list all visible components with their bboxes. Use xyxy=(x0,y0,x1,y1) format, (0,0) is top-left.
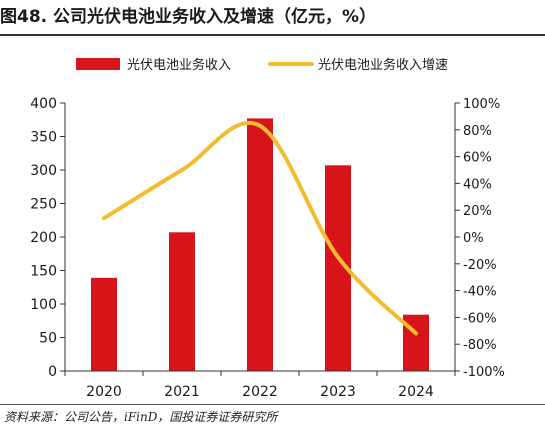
bar-2020 xyxy=(91,277,117,371)
x-tick-label: 2020 xyxy=(86,384,122,400)
x-tick-label: 2024 xyxy=(398,384,434,400)
left-tick-label: 100 xyxy=(30,297,57,313)
x-tick-label: 2021 xyxy=(164,384,200,400)
x-tick-label: 2023 xyxy=(320,384,356,400)
source-note: 资料来源：公司公告，iFinD，国投证券证券研究所 xyxy=(4,410,278,424)
left-tick-label: 400 xyxy=(30,96,57,112)
left-tick-label: 350 xyxy=(30,130,57,146)
right-tick-label: -20% xyxy=(463,258,497,273)
right-tick-label: -100% xyxy=(463,365,505,380)
right-tick-label: 100% xyxy=(463,97,500,112)
left-tick-label: 200 xyxy=(30,230,57,246)
legend-bar-label: 光伏电池业务收入 xyxy=(127,57,231,73)
left-tick-label: 0 xyxy=(48,364,57,380)
right-tick-label: 0% xyxy=(463,231,484,246)
legend-bar-swatch xyxy=(76,58,120,70)
x-tick-label: 2022 xyxy=(242,384,278,400)
right-tick-label: 40% xyxy=(463,177,492,192)
left-tick-label: 250 xyxy=(30,197,57,213)
right-tick-label: 60% xyxy=(463,151,492,166)
right-tick-label: -40% xyxy=(463,285,497,300)
chart: 光伏电池业务收入 光伏电池业务收入增速 0 50 100 150 200 250 300 350 4… xyxy=(30,57,505,400)
left-tick-label: 150 xyxy=(30,264,57,280)
legend-line-label: 光伏电池业务收入增速 xyxy=(318,57,448,73)
left-tick-label: 300 xyxy=(30,163,57,179)
bar-2022 xyxy=(247,118,273,371)
right-tick-label: 80% xyxy=(463,124,492,139)
source-divider xyxy=(0,404,545,405)
right-tick-label: -80% xyxy=(463,338,497,353)
bar-2021 xyxy=(169,232,195,371)
left-tick-label: 50 xyxy=(39,331,57,347)
title-divider xyxy=(0,34,545,36)
right-tick-label: -60% xyxy=(463,311,497,326)
right-tick-label: 20% xyxy=(463,204,492,219)
figure-title: 图48. 公司光伏电池业务收入及增速（亿元，%） xyxy=(0,7,377,27)
growth-line xyxy=(102,121,418,336)
